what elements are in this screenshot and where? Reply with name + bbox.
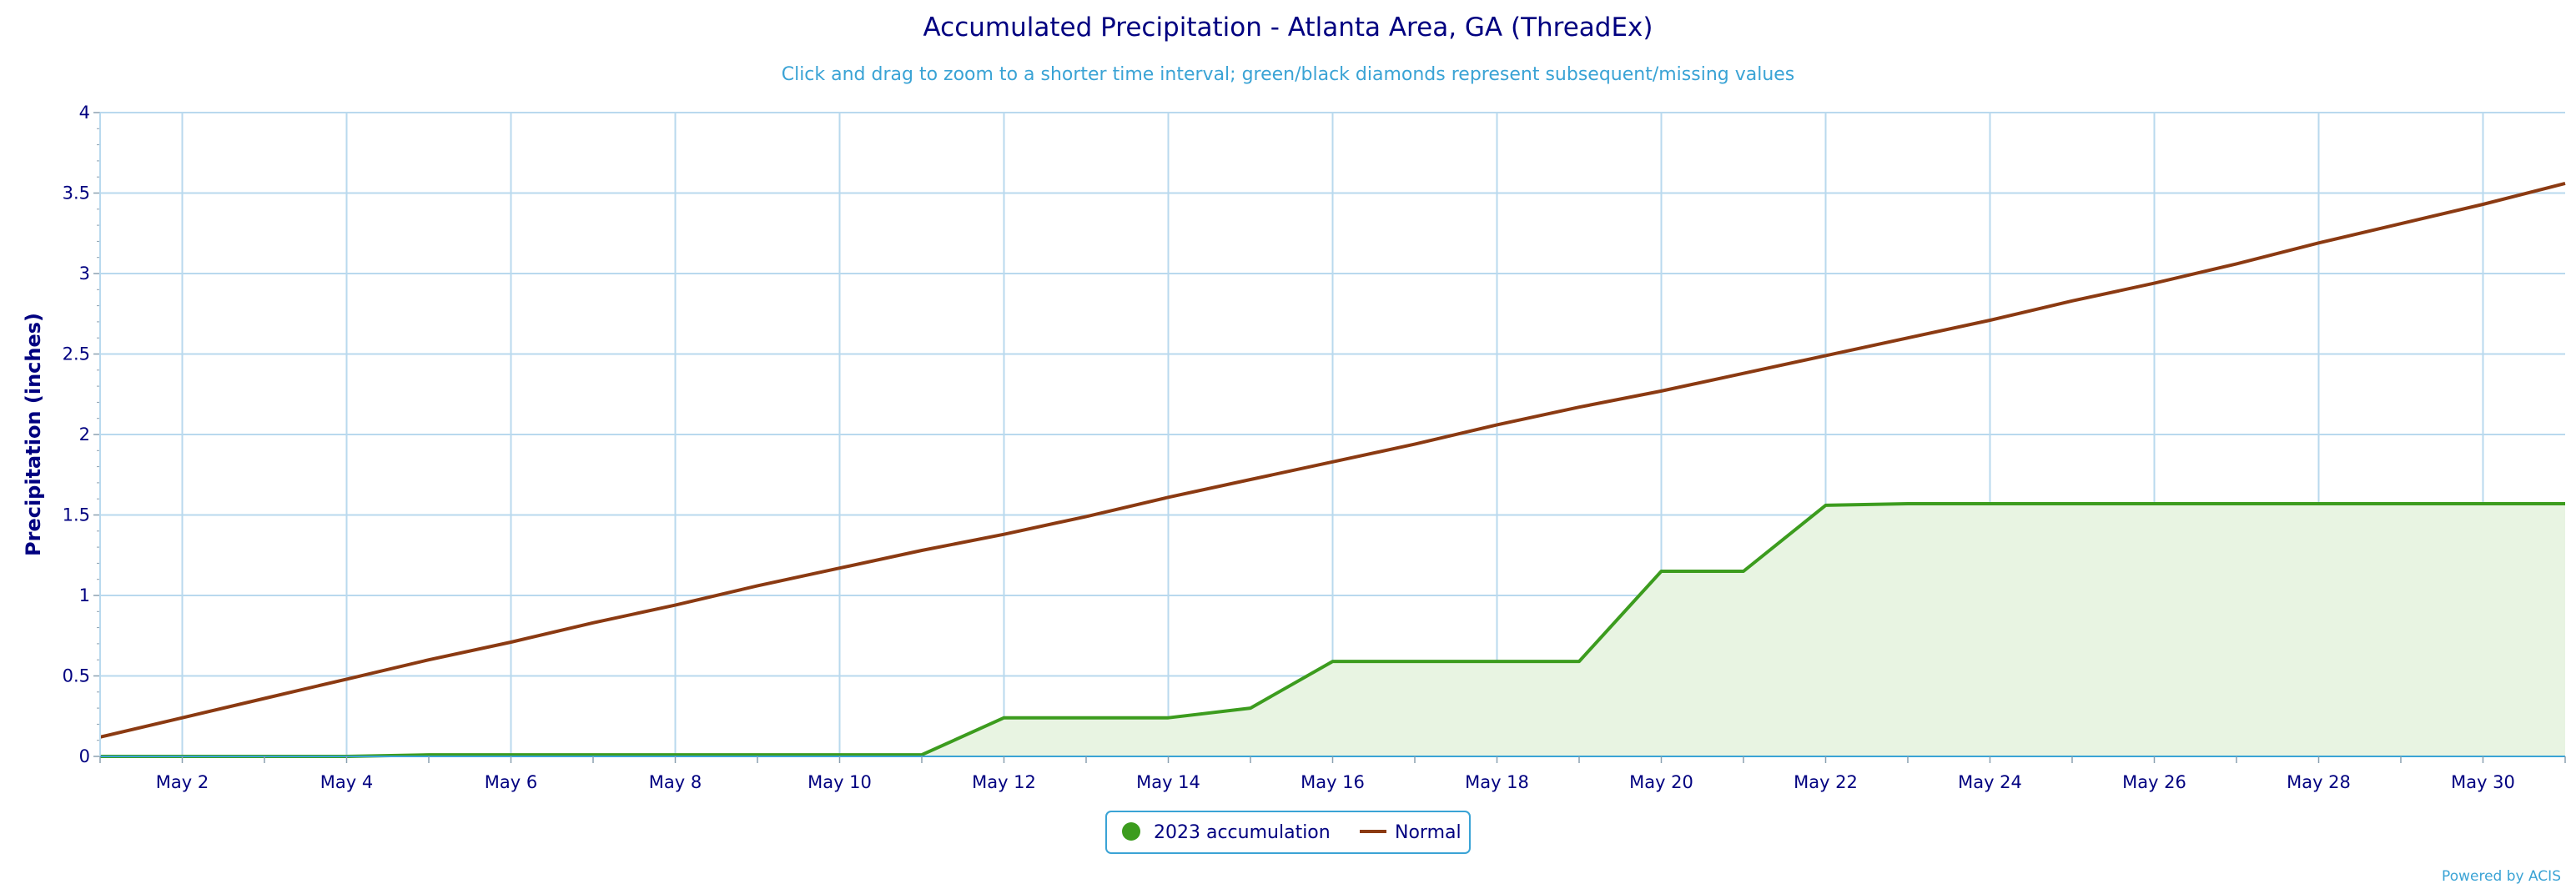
y-tick-label: 3 — [79, 264, 90, 284]
data-point-normal[interactable] — [1328, 457, 1338, 467]
y-tick-label: 0.5 — [63, 666, 90, 686]
data-point-normal[interactable] — [2067, 296, 2077, 306]
x-tick-label: May 2 — [156, 772, 209, 792]
legend-box — [1105, 811, 1471, 854]
data-point-normal[interactable] — [1738, 369, 1748, 379]
data-point-accumulation[interactable] — [1492, 656, 1502, 666]
y-tick-label: 2 — [79, 424, 90, 444]
data-point-normal[interactable] — [1245, 475, 1255, 485]
y-axis-label: Precipitation (inches) — [22, 313, 45, 556]
x-axis: May 2 May 4 May 6 May 8 May 10 May 12 May 14 Ma… — [99, 756, 2566, 792]
legend-label-accumulation: 2023 accumulation — [1154, 822, 1331, 843]
data-point-normal[interactable] — [342, 674, 352, 684]
data-point-accumulation[interactable] — [2396, 499, 2406, 509]
data-point-accumulation[interactable] — [1821, 500, 1831, 510]
data-point-normal[interactable] — [2314, 238, 2324, 248]
legend-item-accumulation[interactable]: 2023 accumulation — [1122, 822, 1331, 843]
data-point-normal[interactable] — [1821, 350, 1831, 360]
data-point-normal[interactable] — [259, 694, 269, 704]
data-point-accumulation[interactable] — [1738, 566, 1748, 576]
data-point-accumulation[interactable] — [2150, 499, 2160, 509]
x-tick-label: May 22 — [1794, 772, 1858, 792]
legend-swatch-accumulation — [1122, 822, 1140, 841]
chart-title: Accumulated Precipitation - Atlanta Area… — [923, 13, 1653, 43]
x-tick-label: May 14 — [1136, 772, 1200, 792]
area-layer — [100, 504, 2565, 756]
line-layer — [99, 178, 2570, 758]
data-point-normal[interactable] — [2150, 279, 2160, 289]
x-tick-label: May 20 — [1629, 772, 1693, 792]
data-point-accumulation[interactable] — [1903, 499, 1913, 509]
data-point-normal[interactable] — [1164, 492, 1174, 502]
data-point-accumulation[interactable] — [2478, 499, 2488, 509]
data-point-accumulation[interactable] — [2067, 499, 2077, 509]
data-point-accumulation[interactable] — [1410, 656, 1420, 666]
y-tick-label: 1.5 — [63, 505, 90, 525]
data-point-normal[interactable] — [2478, 199, 2488, 209]
data-point-normal[interactable] — [506, 637, 516, 647]
data-point-accumulation[interactable] — [2560, 499, 2570, 509]
data-point-accumulation[interactable] — [1081, 713, 1091, 723]
data-point-accumulation[interactable] — [1985, 499, 1995, 509]
x-tick-label: May 12 — [972, 772, 1036, 792]
series-line-accumulation — [100, 502, 2565, 758]
data-point-accumulation[interactable] — [2231, 499, 2241, 509]
x-tick-label: May 4 — [320, 772, 373, 792]
x-tick-label: May 24 — [1958, 772, 2022, 792]
data-point-accumulation[interactable] — [1245, 703, 1255, 713]
data-point-normal[interactable] — [1574, 402, 1584, 412]
data-point-normal[interactable] — [2396, 218, 2406, 229]
data-point-normal[interactable] — [835, 563, 845, 573]
data-point-normal[interactable] — [917, 545, 927, 555]
y-tick-label: 0 — [79, 746, 90, 766]
x-tick-label: May 10 — [808, 772, 872, 792]
data-point-accumulation[interactable] — [1164, 713, 1174, 723]
data-point-normal[interactable] — [1657, 386, 1667, 396]
y-tick-label: 2.5 — [63, 344, 90, 364]
data-point-accumulation[interactable] — [2314, 499, 2324, 509]
chart-subtitle: Click and drag to zoom to a shorter time… — [782, 64, 1795, 85]
data-point-normal[interactable] — [178, 713, 188, 723]
data-point-normal[interactable] — [588, 618, 598, 628]
x-tick-label: May 26 — [2122, 772, 2186, 792]
legend-label-normal: Normal — [1395, 822, 1462, 843]
series-line-normal — [99, 181, 2566, 739]
data-point-accumulation[interactable] — [999, 713, 1009, 723]
data-point-normal[interactable] — [999, 530, 1009, 540]
x-tick-label: May 18 — [1465, 772, 1529, 792]
x-tick-label: May 30 — [2451, 772, 2515, 792]
data-point-normal[interactable] — [424, 655, 434, 665]
y-tick-label: 1 — [79, 585, 90, 605]
x-tick-label: May 16 — [1301, 772, 1365, 792]
legend: 2023 accumulation Normal — [1105, 811, 1471, 854]
y-tick-label: 4 — [79, 103, 90, 123]
series-area-accumulation — [100, 504, 2565, 756]
data-point-normal[interactable] — [2560, 178, 2570, 188]
data-point-normal[interactable] — [2231, 259, 2241, 269]
x-tick-label: May 28 — [2287, 772, 2351, 792]
data-point-normal[interactable] — [1903, 333, 1913, 343]
x-tick-label: May 6 — [485, 772, 537, 792]
data-point-normal[interactable] — [1410, 439, 1420, 450]
data-point-accumulation[interactable] — [1657, 566, 1667, 576]
y-tick-label: 3.5 — [63, 183, 90, 203]
data-point-normal[interactable] — [671, 600, 681, 610]
y-axis: 0 0.5 1 1.5 2 2.5 3 3.5 4 — [63, 103, 101, 766]
legend-item-normal[interactable]: Normal — [1360, 822, 1462, 843]
data-point-normal[interactable] — [752, 580, 762, 590]
data-point-normal[interactable] — [1081, 511, 1091, 521]
data-point-accumulation[interactable] — [1328, 656, 1338, 666]
data-point-normal[interactable] — [1492, 419, 1502, 429]
data-point-normal[interactable] — [1985, 315, 1995, 325]
credit-link[interactable]: Powered by ACIS — [2442, 868, 2561, 885]
data-point-accumulation[interactable] — [1574, 656, 1584, 666]
x-tick-label: May 8 — [649, 772, 702, 792]
